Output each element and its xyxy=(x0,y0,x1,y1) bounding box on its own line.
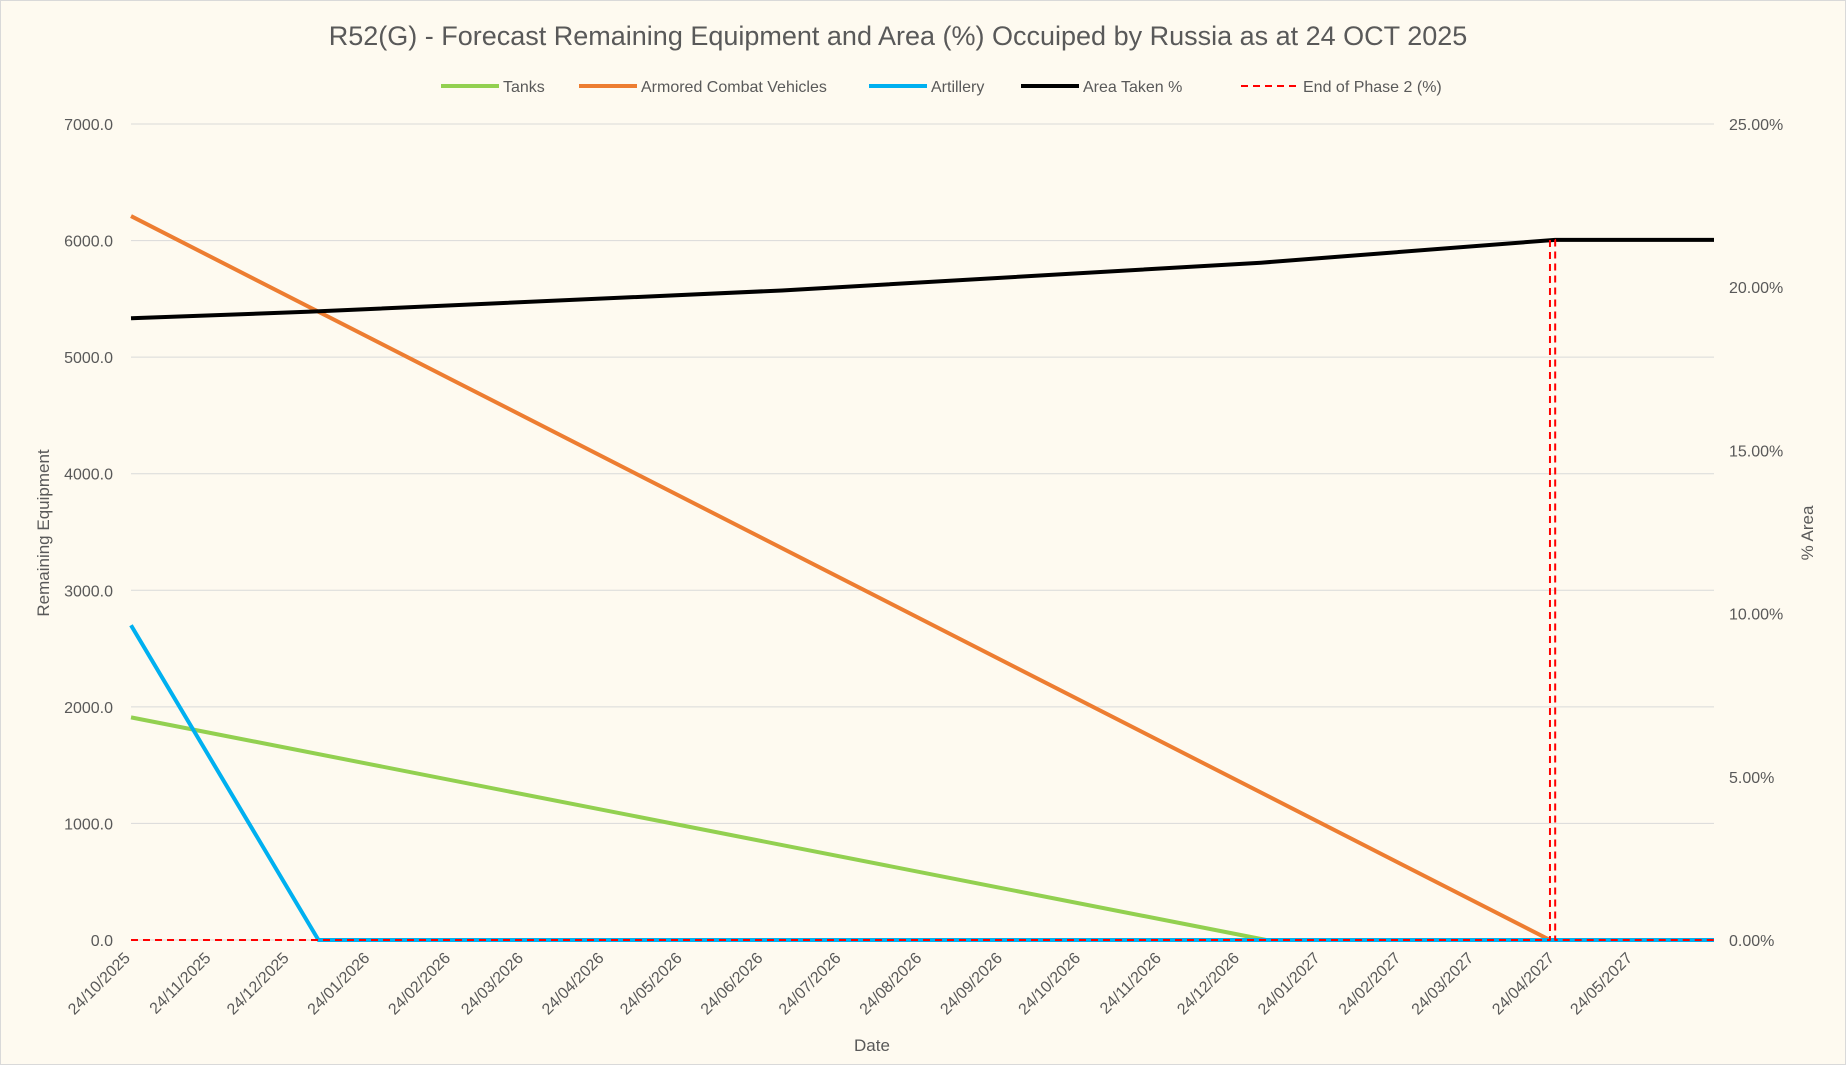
legend-label: End of Phase 2 (%) xyxy=(1303,79,1442,96)
x-tick-label: 24/05/2026 xyxy=(617,950,686,1019)
y-tick-label: 1000.0 xyxy=(64,816,113,833)
x-tick-label: 24/11/2025 xyxy=(147,950,215,1018)
x-tick-label: 24/12/2026 xyxy=(1174,950,1243,1019)
right-axis-ticks: 0.00% 5.00% 10.00% 15.00% 20.00% 25.00% xyxy=(1729,117,1783,950)
y2-tick-label: 10.00% xyxy=(1729,607,1783,624)
y2-axis-title: % Area xyxy=(1798,505,1817,560)
x-tick-label: 24/11/2026 xyxy=(1097,950,1165,1018)
y-tick-label: 4000.0 xyxy=(64,467,113,484)
y2-tick-label: 20.00% xyxy=(1729,280,1783,297)
x-tick-label: 24/01/2027 xyxy=(1255,950,1324,1019)
y-axis-title: Remaining Equipment xyxy=(34,449,53,617)
y2-tick-label: 15.00% xyxy=(1729,443,1783,460)
x-tick-label: 24/08/2026 xyxy=(857,950,926,1019)
y2-tick-label: 0.00% xyxy=(1729,933,1774,950)
x-tick-label: 24/07/2026 xyxy=(776,950,845,1019)
y-tick-label: 2000.0 xyxy=(64,700,113,717)
x-tick-label: 24/02/2027 xyxy=(1336,950,1405,1019)
x-tick-label: 24/04/2026 xyxy=(539,950,608,1019)
legend-label: Area Taken % xyxy=(1083,79,1182,96)
y2-tick-label: 5.00% xyxy=(1729,770,1774,787)
y2-tick-label: 25.00% xyxy=(1729,117,1783,134)
legend-label: Artillery xyxy=(931,79,984,96)
legend-label: Tanks xyxy=(503,79,545,96)
left-axis-ticks: 0.0 1000.0 2000.0 3000.0 4000.0 5000.0 6000.0 7… xyxy=(64,117,113,950)
series-line-area-taken xyxy=(130,237,1714,321)
x-tick-label: 24/03/2027 xyxy=(1409,950,1478,1019)
y-tick-label: 7000.0 xyxy=(64,117,113,134)
y-tick-label: 0.0 xyxy=(91,933,113,950)
x-axis-ticks: 24/10/2025 24/11/2025 24/12/2025 24/01/2026… xyxy=(65,950,1636,1019)
series-line-end-of-phase-2 xyxy=(131,238,1714,941)
x-tick-label: 24/01/2026 xyxy=(305,950,374,1019)
x-tick-label: 24/02/2026 xyxy=(385,950,454,1019)
x-axis-title: Date xyxy=(854,1036,890,1055)
y-tick-label: 6000.0 xyxy=(64,234,113,251)
series-line-tanks xyxy=(130,715,1714,942)
x-tick-label: 24/04/2027 xyxy=(1489,950,1558,1019)
x-tick-label: 24/05/2027 xyxy=(1567,950,1636,1019)
x-tick-label: 24/10/2025 xyxy=(65,950,134,1019)
x-tick-label: 24/03/2026 xyxy=(458,950,527,1019)
series-line-armored-combat-vehicles xyxy=(130,214,1714,942)
gridlines xyxy=(131,123,1714,941)
x-tick-label: 24/09/2026 xyxy=(937,950,1006,1019)
y-tick-label: 3000.0 xyxy=(64,583,113,600)
x-tick-label: 24/06/2026 xyxy=(698,950,767,1019)
y-tick-label: 5000.0 xyxy=(64,350,113,367)
series-layer xyxy=(129,214,1714,942)
legend-label: Armored Combat Vehicles xyxy=(641,79,827,96)
x-tick-label: 24/10/2026 xyxy=(1016,950,1085,1019)
series-line-artillery xyxy=(129,624,1714,942)
chart-title: R52(G) - Forecast Remaining Equipment an… xyxy=(329,21,1468,51)
legend: Tanks Armored Combat Vehicles Artillery Are… xyxy=(441,79,1442,96)
x-tick-label: 24/12/2025 xyxy=(224,950,293,1019)
